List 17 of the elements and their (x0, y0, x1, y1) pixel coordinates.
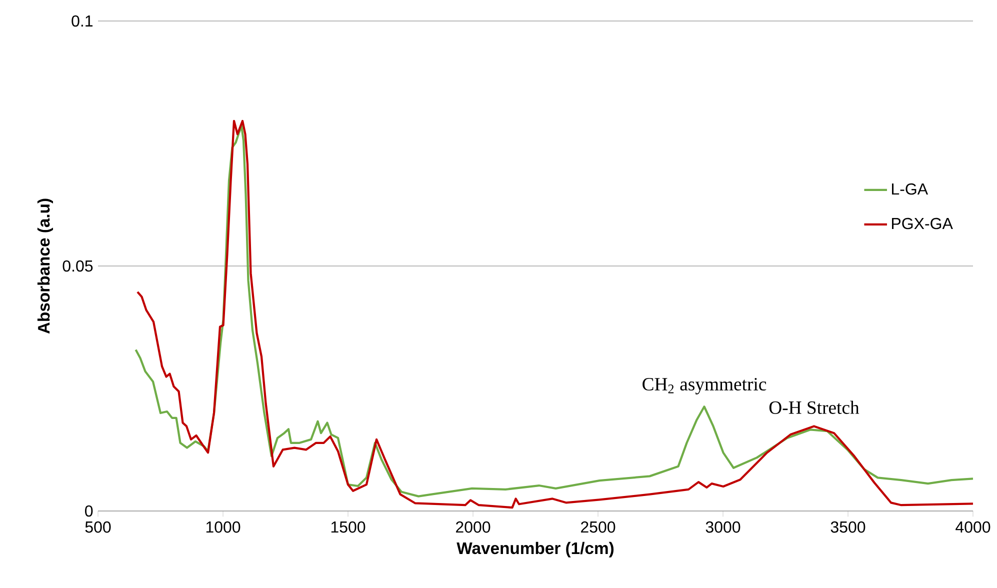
x-tick-label: 2000 (456, 521, 490, 533)
x-tick-label: 3000 (706, 521, 740, 533)
x-tick-label: 1500 (331, 521, 366, 533)
annotation: CH$_{2}$ asymmetric (642, 378, 766, 394)
legend-label: PGX-GA (892, 218, 953, 230)
x-tick-label: 2500 (581, 521, 616, 533)
x-tick-label: 500 (85, 521, 111, 533)
y-axis-title: Absorbance (a.u) (37, 198, 53, 334)
x-tick-label: 4000 (956, 521, 990, 533)
y-tick-label: 0.1 (72, 15, 93, 27)
y-tick-label: 0 (85, 505, 93, 517)
x-tick-label: 1000 (206, 521, 240, 533)
legend-label: L-GA (892, 183, 928, 195)
y-tick-label: 0.05 (62, 260, 93, 272)
x-tick-label: 3500 (830, 521, 866, 533)
annotation: O-H Stretch (769, 400, 860, 414)
x-axis-title: Wavenumber (1/cm) (456, 542, 614, 558)
